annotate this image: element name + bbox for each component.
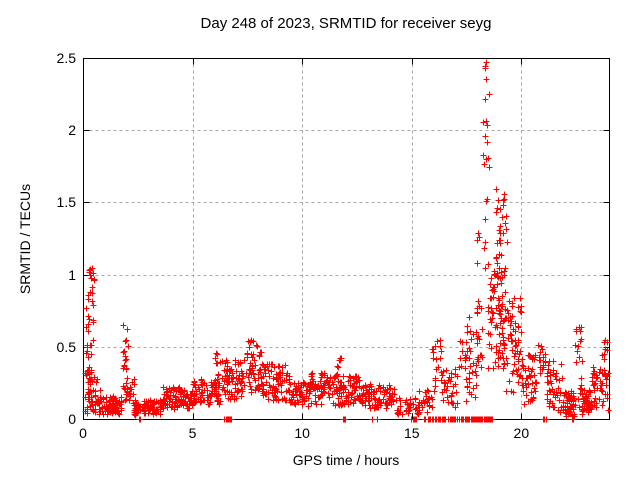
plot-border (83, 58, 610, 420)
axis-ticks (83, 58, 610, 420)
x-tick-label: 15 (403, 425, 420, 441)
x-tick-label: 10 (294, 425, 310, 441)
x-axis-label: GPS time / hours (292, 452, 400, 468)
x-tick-label: 5 (188, 425, 197, 441)
y-tick-label: 2 (68, 122, 76, 139)
y-tick-label: 2.5 (56, 50, 76, 66)
x-tick-label: 20 (513, 425, 530, 441)
y-tick-label: 1 (68, 266, 76, 283)
y-tick-label: 1.5 (56, 194, 76, 211)
y-tick-label: 0.5 (56, 338, 76, 355)
y-tick-label: 0 (68, 411, 76, 427)
data-points (82, 59, 612, 423)
x-tick-label: 0 (79, 425, 87, 441)
grid-lines (83, 58, 610, 420)
chart-title: Day 248 of 2023, SRMTID for receiver sey… (200, 15, 492, 32)
y-axis-label-wrap: SRMTID / TECUs (8, 58, 42, 419)
